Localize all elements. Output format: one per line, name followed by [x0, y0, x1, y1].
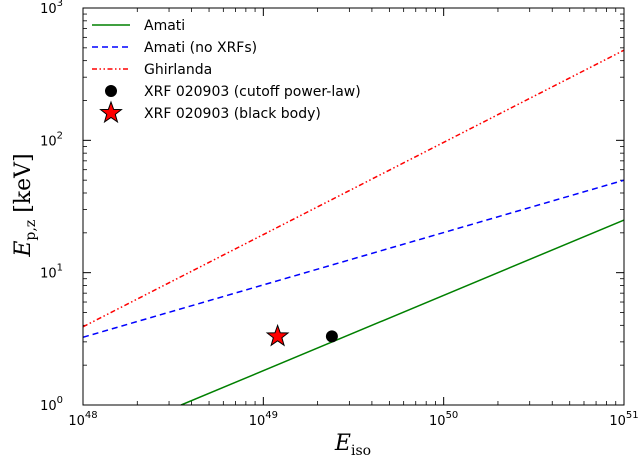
y-axis-label-unit: [keV] — [11, 153, 36, 219]
legend-item: Amati (no XRFs) — [92, 40, 257, 56]
data-point-xrf-020903-cutoff-power-law — [325, 330, 338, 343]
plot-frame — [82, 7, 625, 406]
x-axis-label: Eiso — [334, 431, 371, 459]
tick-labels: 1048 1049 1050 1051 100 101 102 103 — [40, 0, 638, 429]
legend-item: XRF 020903 (cutoff power-law) — [105, 84, 361, 100]
legend-label: Ghirlanda — [144, 62, 212, 78]
x-tick-label: 1049 — [249, 410, 278, 429]
legend-marker — [99, 100, 123, 124]
legend-item: XRF 020903 (black body) — [99, 100, 321, 124]
x-tick-label: 1050 — [429, 410, 458, 429]
legend-label: XRF 020903 (cutoff power-law) — [144, 84, 361, 100]
y-tick-label: 102 — [40, 130, 63, 149]
legend-item: Ghirlanda — [92, 62, 212, 78]
y-axis-label: Ep,z [keV] — [11, 153, 39, 257]
x-tick-label: 1048 — [68, 410, 97, 429]
series-line-amati-no-xrfs — [83, 179, 624, 338]
y-axis-label-main: E — [11, 241, 36, 258]
x-axis-label-sub: iso — [351, 443, 371, 459]
legend: Amati Amati (no XRFs) Ghirlanda XRF 020903 … — [92, 18, 361, 124]
series-layer — [83, 49, 624, 405]
legend-marker — [105, 85, 117, 97]
x-axis-label-main: E — [334, 431, 351, 456]
y-axis-label-sub: p,z — [23, 220, 39, 241]
data-point-xrf-020903-black-body — [265, 323, 290, 347]
legend-label: Amati (no XRFs) — [144, 40, 257, 56]
series-line-ghirlanda — [83, 49, 624, 328]
legend-item: Amati — [92, 18, 185, 34]
series-line-amati — [180, 219, 624, 405]
plot-area — [83, 8, 624, 405]
legend-label: XRF 020903 (black body) — [144, 106, 321, 122]
legend-label: Amati — [144, 18, 185, 34]
y-tick-label: 103 — [40, 0, 63, 17]
y-tick-label: 100 — [40, 395, 63, 414]
x-tick-label: 1051 — [609, 410, 638, 429]
y-tick-label: 101 — [40, 263, 63, 282]
